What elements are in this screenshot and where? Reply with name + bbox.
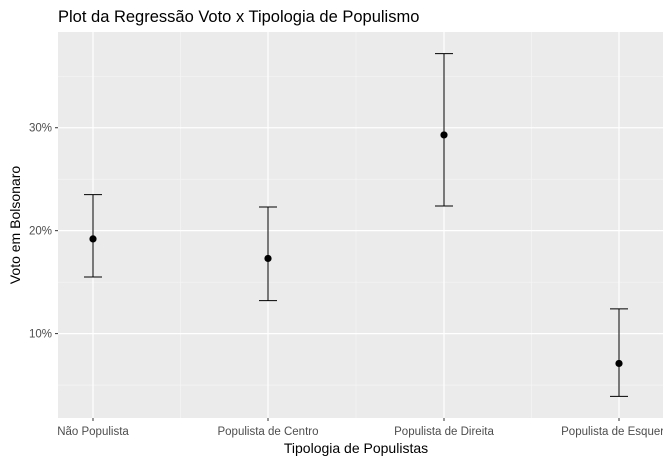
chart-title: Plot da Regressão Voto x Tipologia de Po… [58, 8, 419, 26]
plot-panel [58, 32, 663, 418]
y-tick-label: 10% [29, 329, 52, 341]
x-tick-label: Populista de Esquerda [561, 426, 663, 438]
errorbar-group [259, 206, 277, 302]
x-tick-label: Populista de Direita [394, 426, 494, 438]
x-tick-label: Não Populista [57, 426, 129, 438]
x-tick-label: Populista de Centro [217, 426, 318, 438]
point-estimate [89, 235, 97, 243]
data-marks [84, 53, 628, 397]
y-axis: 10% 20% 30% [29, 123, 58, 341]
errorbar-group [610, 308, 628, 397]
y-tick-label: 30% [29, 123, 52, 135]
errorbar-group [435, 53, 453, 207]
errorbar-group [84, 194, 102, 278]
point-estimate [440, 131, 448, 139]
point-estimate [615, 359, 623, 368]
x-axis-title: Tipologia de Populistas [284, 440, 428, 456]
point-estimate [264, 254, 272, 263]
x-axis: Não Populista Populista de Centro Populist… [57, 418, 663, 438]
y-tick-label: 20% [29, 226, 52, 238]
y-axis-title: Voto em Bolsonaro [7, 166, 23, 285]
